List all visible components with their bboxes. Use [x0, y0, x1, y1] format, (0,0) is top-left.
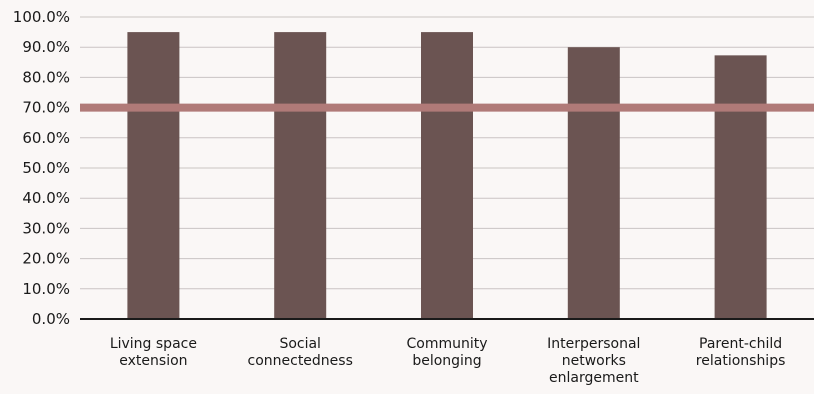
x-category-label-line: connectedness: [248, 353, 353, 369]
y-tick-label: 10.0%: [22, 280, 70, 298]
x-category-label: Living space extension: [110, 336, 197, 369]
bar: [567, 47, 620, 319]
y-tick-label: 50.0%: [22, 159, 70, 177]
bar: [714, 55, 767, 319]
x-category-label-line: Social: [279, 336, 321, 352]
y-tick-label: 80.0%: [22, 68, 70, 86]
y-tick-label: 40.0%: [22, 189, 70, 207]
x-category-label-line: Interpersonal: [547, 336, 640, 352]
x-category-label-line: Living space: [110, 336, 197, 352]
x-category-label: Social connectedness: [248, 336, 353, 369]
y-tick-label: 0.0%: [32, 310, 70, 328]
bar: [421, 32, 473, 319]
bar: [274, 32, 327, 319]
y-tick-label: 90.0%: [22, 38, 70, 56]
x-category-label-line: relationships: [696, 353, 786, 369]
x-category-label: Interpersonal networks enlargement: [547, 336, 640, 386]
y-tick-label: 30.0%: [22, 219, 70, 237]
y-tick-label: 20.0%: [22, 250, 70, 268]
x-category-label-line: enlargement: [549, 370, 639, 386]
y-tick-label: 60.0%: [22, 129, 70, 147]
y-axis-ticks: 0.0% 10.0% 20.0% 30.0% 40.0% 50.0% 60.0% 70.0% 8…: [13, 8, 70, 328]
x-category-label-line: networks: [562, 353, 626, 369]
x-category-label-line: belonging: [412, 353, 481, 369]
bar: [127, 32, 180, 319]
x-category-label: Community belonging: [406, 336, 487, 369]
x-category-label: Parent-child relationships: [696, 336, 786, 369]
bars: [127, 32, 767, 319]
y-tick-label: 70.0%: [22, 99, 70, 117]
y-tick-label: 100.0%: [13, 8, 70, 26]
x-category-label-line: extension: [119, 353, 187, 369]
x-axis-labels: Living space extension Social connectedness…: [110, 336, 786, 386]
x-category-label-line: Parent-child: [699, 336, 782, 352]
x-category-label-line: Community: [406, 336, 487, 352]
